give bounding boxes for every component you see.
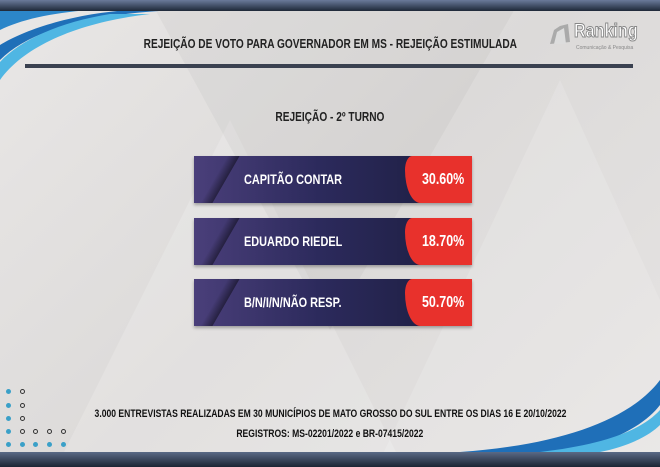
percentage-badge: 30.60% <box>405 156 472 203</box>
percentage-badge: 18.70% <box>405 218 472 265</box>
candidate-name: EDUARDO RIEDEL <box>244 233 343 249</box>
candidate-name: B/N/I/N/NÃO RESP. <box>244 294 342 310</box>
page-title: REJEIÇÃO DE VOTO PARA GOVERNADOR EM MS -… <box>143 36 517 51</box>
logo-icon <box>550 24 570 44</box>
percentage-value: 30.60% <box>421 171 464 188</box>
row-decoration <box>200 218 240 265</box>
percentage-badge: 50.70% <box>405 279 472 326</box>
section-subtitle: REJEIÇÃO - 2º TURNO <box>275 109 385 124</box>
result-row: B/N/I/N/NÃO RESP. 50.70% <box>194 279 472 326</box>
percentage-value: 50.70% <box>421 294 464 311</box>
percentage-value: 18.70% <box>421 233 464 250</box>
logo-text: Ranking <box>574 21 639 42</box>
bottom-bar <box>0 452 660 467</box>
result-row: CAPITÃO CONTAR 30.60% <box>194 156 472 203</box>
header-divider <box>25 64 633 68</box>
row-decoration <box>200 279 240 326</box>
methodology-note: 3.000 ENTREVISTAS REALIZADAS EM 30 MUNIC… <box>94 408 566 420</box>
row-decoration <box>200 156 240 203</box>
registration-note: REGISTROS: MS-02201/2022 e BR-07415/2022 <box>236 428 424 440</box>
ranking-logo: Ranking Comunicação & Pesquisa <box>548 21 639 54</box>
logo-subtext: Comunicação & Pesquisa <box>576 45 634 51</box>
result-row: EDUARDO RIEDEL 18.70% <box>194 218 472 265</box>
candidate-name: CAPITÃO CONTAR <box>244 171 343 187</box>
top-bar <box>0 0 660 11</box>
